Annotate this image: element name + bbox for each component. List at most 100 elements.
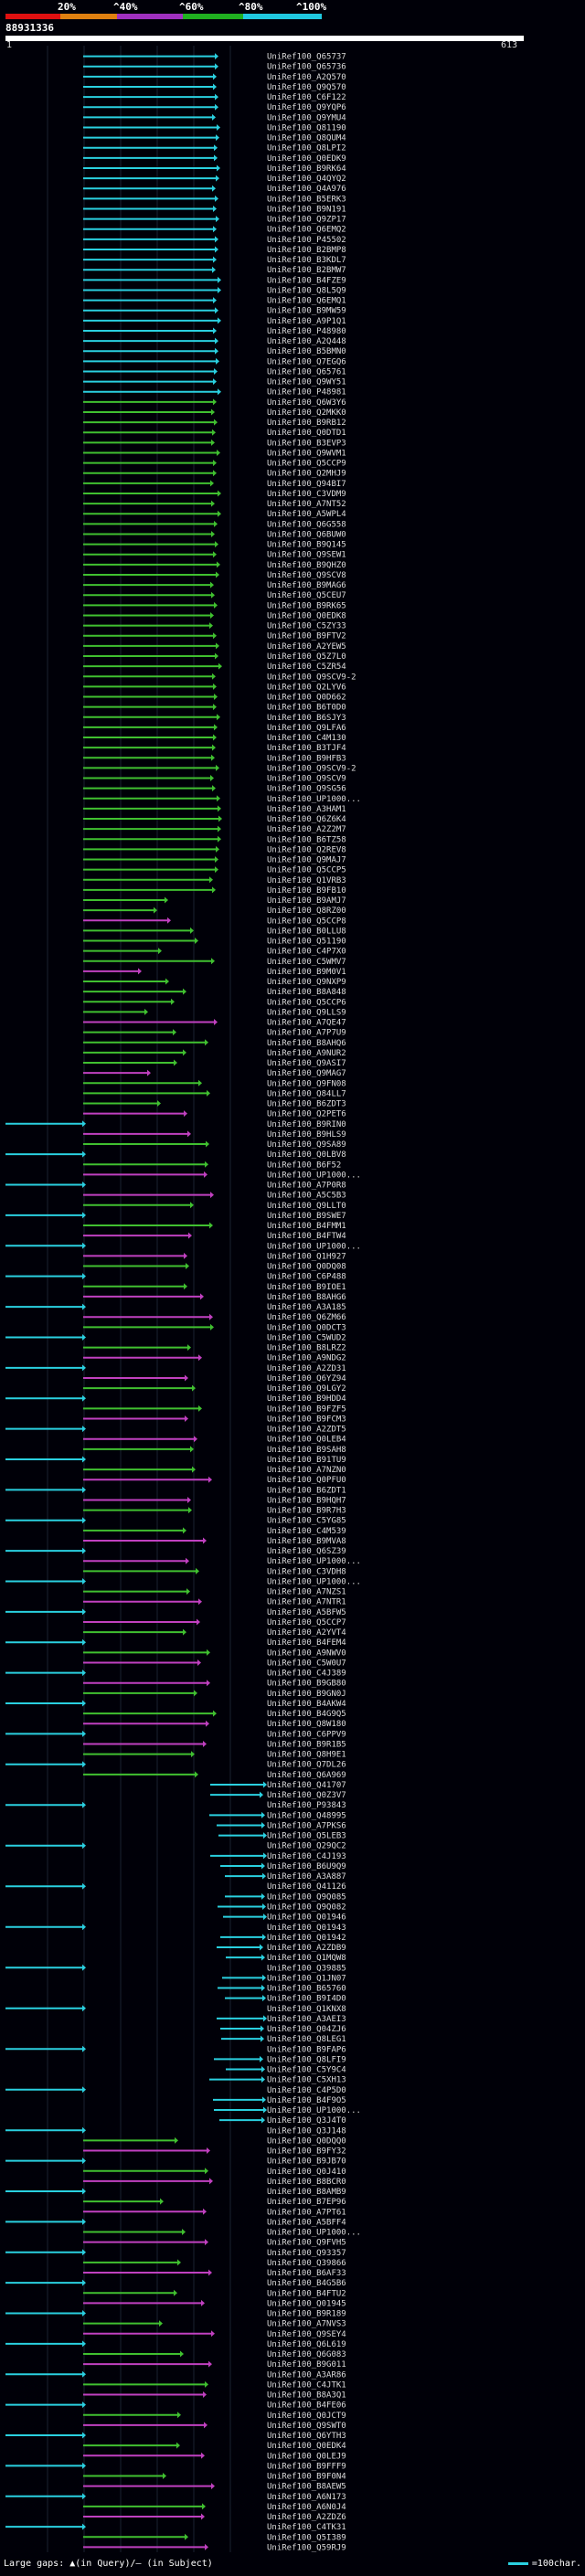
hit-arrow-icon (195, 938, 198, 945)
hit-arrow-icon (212, 185, 216, 192)
hit-arrow-icon (82, 1638, 86, 1646)
hit-arrow-icon (215, 63, 218, 70)
hit-label: UniRef100_Q6Z6K4 (267, 815, 346, 824)
hit-arrow-icon (217, 714, 220, 721)
hit-arrow-icon (218, 388, 221, 396)
hit-arrow-icon (82, 1120, 86, 1128)
hit-label: UniRef100_Q9SCV8 (267, 571, 346, 580)
hit-arrow-icon (214, 601, 218, 609)
hit-label: UniRef100_Q01942 (267, 1934, 346, 1943)
hit-arrow-icon (213, 704, 217, 711)
hit-arrow-icon (210, 611, 214, 619)
hit-arrow-icon (215, 347, 218, 355)
hit-arrow-icon (260, 1944, 263, 1951)
hit-arrow-icon (175, 2136, 178, 2144)
hit-label: UniRef100_Q6SZ39 (267, 1547, 346, 1556)
hit-arrow-icon (177, 2412, 181, 2419)
hit-label: UniRef100_Q65736 (267, 63, 346, 72)
hit-label: UniRef100_B9SWE7 (267, 1212, 346, 1221)
hit-label: UniRef100_Q9LGY2 (267, 1384, 346, 1394)
hit-label: UniRef100_Q0DQ08 (267, 1263, 346, 1272)
hit-label: UniRef100_Q0EDK8 (267, 611, 346, 620)
hit-arrow-icon (263, 2106, 267, 2114)
hit-arrow-icon (174, 2289, 177, 2296)
hit-arrow-icon (165, 896, 168, 904)
hit-label: UniRef100_B9G011 (267, 2360, 346, 2369)
hit-label: UniRef100_Q48995 (267, 1811, 346, 1820)
hit-arrow-icon (262, 1974, 266, 1981)
hit-label: UniRef100_B8A3Q1 (267, 2391, 346, 2401)
hit-label: UniRef100_B6T0D0 (267, 704, 346, 713)
hit-arrow-icon (216, 764, 219, 771)
hit-arrow-icon (214, 520, 218, 527)
hit-label: UniRef100_B7EP96 (267, 2198, 346, 2207)
hit-arrow-icon (184, 1110, 187, 1118)
hit-arrow-icon (261, 2066, 265, 2073)
hit-arrow-icon (197, 1618, 200, 1626)
hit-arrow-icon (82, 2086, 86, 2094)
hit-label: UniRef100_B9F0N4 (267, 2473, 346, 2482)
hit-label: UniRef100_Q5CEU7 (267, 591, 346, 600)
query-start: 1 (6, 40, 13, 50)
hit-label: UniRef100_Q6G558 (267, 520, 346, 529)
hit-arrow-icon (177, 2259, 181, 2266)
hit-label: UniRef100_Q1VRB3 (267, 876, 346, 885)
hit-label: UniRef100_B8LRZ2 (267, 1344, 346, 1353)
hit-arrow-icon (215, 103, 218, 111)
hit-label: UniRef100_Q9MAG7 (267, 1069, 346, 1078)
hit-arrow-icon (218, 286, 221, 293)
hit-arrow-icon (200, 1293, 204, 1300)
hit-arrow-icon (262, 1995, 266, 2002)
hit-arrow-icon (217, 795, 220, 802)
hit-label: UniRef100_Q65761 (267, 367, 346, 376)
hit-label: UniRef100_B6SJY3 (267, 714, 346, 723)
hit-label: UniRef100_Q8RZ00 (267, 906, 346, 916)
hit-arrow-icon (82, 1517, 86, 1524)
hit-arrow-icon (211, 958, 215, 965)
hit-arrow-icon (182, 2229, 186, 2236)
hit-arrow-icon (213, 683, 217, 690)
hit-arrow-icon (158, 948, 162, 955)
hit-arrow-icon (187, 1130, 191, 1138)
hit-label: UniRef100_Q4QYQ2 (267, 175, 346, 184)
hit-label: UniRef100_A5BFF4 (267, 2218, 346, 2227)
hit-label: UniRef100_B6ZDT1 (267, 1486, 346, 1495)
hit-label: UniRef100_B9JB70 (267, 2157, 346, 2167)
hit-label: UniRef100_Q8QUM4 (267, 134, 346, 143)
hit-label: UniRef100_Q9SCV9-2 (267, 673, 356, 682)
hit-arrow-icon (212, 785, 216, 792)
hit-label: UniRef100_Q5CCP6 (267, 998, 346, 1007)
hit-label: UniRef100_Q0PFU0 (267, 1476, 346, 1485)
hit-arrow-icon (213, 378, 217, 386)
hit-label: UniRef100_Q9FVH5 (267, 2239, 346, 2248)
hit-label: UniRef100_Q39866 (267, 2259, 346, 2268)
hit-arrow-icon (205, 1161, 208, 1168)
hit-label: UniRef100_Q01946 (267, 1913, 346, 1923)
hit-arrow-icon (213, 83, 217, 90)
hit-label: UniRef100_Q84LL7 (267, 1089, 346, 1098)
hit-label: UniRef100_C4J389 (267, 1670, 346, 1679)
hit-arrow-icon (261, 1985, 265, 1992)
hit-label: UniRef100_B9FY32 (267, 2147, 346, 2157)
hit-arrow-icon (215, 236, 218, 243)
hit-label: UniRef100_Q9YQP6 (267, 103, 346, 112)
hit-label: UniRef100_C5ZR54 (267, 663, 346, 672)
hit-arrow-icon (261, 1892, 265, 1900)
hit-label: UniRef100_Q93357 (267, 2249, 346, 2258)
legend-scale-text: =100char. (531, 2559, 581, 2569)
hit-arrow-icon (263, 2015, 267, 2022)
hit-label: UniRef100_P45502 (267, 236, 346, 245)
hit-arrow-icon (198, 1598, 202, 1606)
hit-label: UniRef100_UP1000... (267, 1171, 361, 1180)
hit-arrow-icon (196, 1567, 199, 1574)
hit-label: UniRef100_P48981 (267, 388, 346, 398)
hit-label: UniRef100_A9NDG2 (267, 1354, 346, 1363)
hit-arrow-icon (213, 327, 217, 334)
hit-arrow-icon (261, 2116, 265, 2124)
hit-label: UniRef100_B5ERK3 (267, 195, 346, 204)
hit-label: UniRef100_P48980 (267, 327, 346, 336)
hit-label: UniRef100_C6F122 (267, 93, 346, 102)
hit-arrow-icon (82, 1303, 86, 1310)
hit-arrow-icon (209, 1313, 213, 1320)
hit-arrow-icon (261, 1811, 265, 1818)
